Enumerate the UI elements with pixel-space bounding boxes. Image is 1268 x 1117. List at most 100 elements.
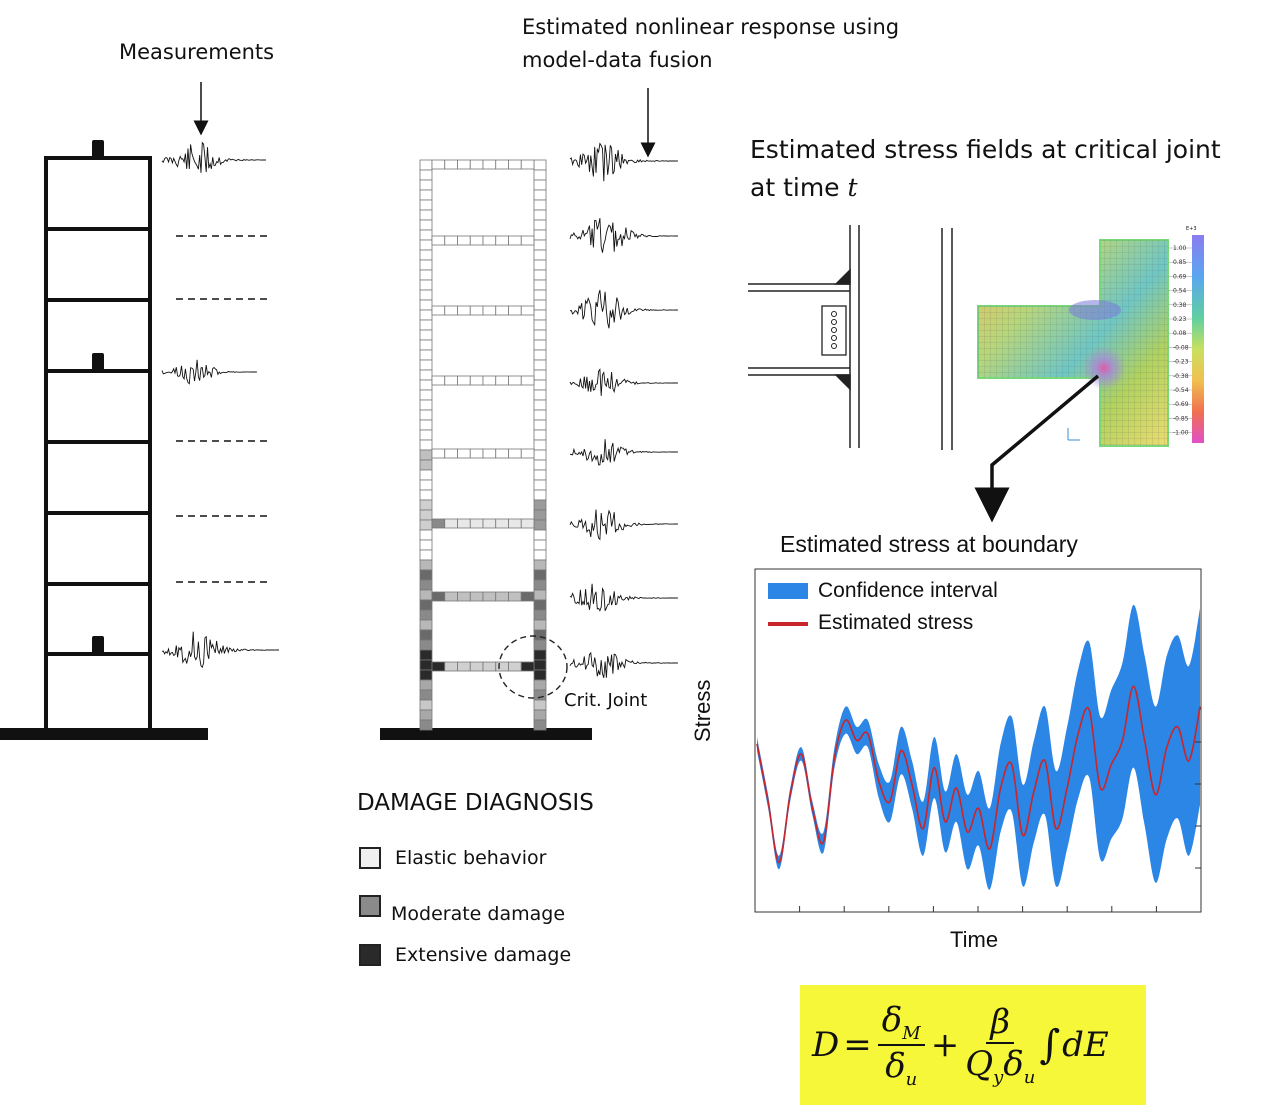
column-element — [533, 469, 547, 481]
column-element — [419, 449, 433, 461]
beam-element — [482, 159, 497, 170]
column-element — [533, 359, 547, 371]
column-element — [419, 659, 433, 671]
moderate-swatch — [359, 895, 381, 917]
column-element — [419, 159, 433, 171]
beam-element — [469, 518, 484, 529]
beam-element — [444, 591, 458, 602]
acceleration-signal — [569, 509, 678, 541]
beam-element — [431, 448, 446, 459]
legend-estimate-label: Estimated stress — [818, 611, 974, 634]
column-element — [419, 499, 433, 511]
column-element — [533, 259, 547, 271]
column-element — [533, 399, 547, 411]
beam-element — [495, 235, 509, 246]
critical-joint-leader — [974, 374, 1100, 523]
colorbar-tick-label: -0.69 — [1173, 401, 1189, 408]
column-element — [533, 639, 547, 651]
beam-element — [508, 305, 522, 316]
beam-element — [508, 235, 522, 246]
beam-element — [444, 518, 458, 529]
column-element — [533, 559, 547, 571]
column-element — [419, 569, 433, 581]
column-element — [533, 449, 547, 461]
column-element — [419, 519, 433, 531]
colorbar-header: E+3 — [1186, 226, 1197, 232]
damage-diagnosis-title: DAMAGE DIAGNOSIS — [357, 790, 594, 816]
beam-element — [482, 591, 497, 602]
beam-element — [520, 375, 535, 386]
beam-element — [444, 448, 458, 459]
column-element — [533, 669, 547, 681]
beam-element — [431, 661, 446, 672]
beam-element — [457, 159, 471, 170]
beam-element — [469, 375, 484, 386]
frac2-den-b-sub: u — [1023, 1066, 1036, 1088]
column-element — [533, 169, 547, 181]
elastic-swatch — [359, 847, 381, 869]
acceleration-signal — [569, 439, 678, 466]
acceleration-signal — [161, 631, 279, 669]
stress-fields-label-line1: Estimated stress fields at critical join… — [750, 135, 1221, 164]
column-element — [533, 329, 547, 341]
colorbar-tick-label: 0.38 — [1173, 302, 1187, 309]
colorbar-tick-label: 0.69 — [1173, 273, 1187, 280]
beam-element — [520, 159, 535, 170]
formula-eq: = — [843, 1025, 872, 1065]
colorbar-tick-label: -0.85 — [1173, 415, 1189, 422]
column-element — [419, 199, 433, 211]
fem-stress-field — [977, 239, 1169, 447]
column-element — [419, 239, 433, 251]
colorbar-tick-label: 0.54 — [1173, 288, 1187, 295]
column-element — [419, 269, 433, 281]
column-element — [533, 519, 547, 531]
column-element — [533, 209, 547, 221]
frac2-num: β — [986, 1002, 1015, 1045]
confidence-band — [757, 604, 1200, 890]
beam-element — [457, 591, 471, 602]
column-element — [419, 179, 433, 191]
formula-integral: ∫ — [1039, 1022, 1061, 1068]
beam-element — [482, 661, 497, 672]
beam-element — [495, 448, 509, 459]
chart-title: Estimated stress at boundary — [780, 531, 1078, 557]
column-element — [533, 319, 547, 331]
column-element — [419, 649, 433, 661]
beam-element — [457, 375, 471, 386]
column-element — [419, 279, 433, 291]
beam-element — [495, 661, 509, 672]
colorbar-tick-label: 0.08 — [1173, 330, 1187, 337]
column-element — [419, 619, 433, 631]
column-element — [419, 639, 433, 651]
column-element — [419, 559, 433, 571]
column-element — [419, 489, 433, 501]
beam-element — [508, 375, 522, 386]
damage-frame-model — [380, 159, 592, 740]
column-element — [533, 159, 547, 171]
column-element — [533, 709, 547, 721]
beam-element — [520, 448, 535, 459]
frac1-num: δ — [881, 1000, 903, 1041]
column-element — [533, 199, 547, 211]
colorbar-tick-label: -1.00 — [1173, 430, 1189, 437]
beam-element — [482, 448, 497, 459]
beam-element — [431, 518, 446, 529]
column-element — [533, 689, 547, 701]
column-element — [533, 539, 547, 551]
fraction-one: δM δu — [877, 1000, 925, 1090]
acceleration-signal — [569, 651, 678, 679]
column-element — [533, 549, 547, 561]
fraction-two: β Qyδu — [965, 1002, 1035, 1088]
beam-element — [431, 591, 446, 602]
column-element — [419, 329, 433, 341]
beam-element — [495, 591, 509, 602]
column-element — [419, 249, 433, 261]
column-element — [533, 339, 547, 351]
column-element — [419, 309, 433, 321]
column-element — [533, 509, 547, 521]
column-element — [419, 539, 433, 551]
column-element — [533, 569, 547, 581]
column-element — [419, 719, 433, 731]
beam-element — [457, 305, 471, 316]
beam-element — [457, 518, 471, 529]
